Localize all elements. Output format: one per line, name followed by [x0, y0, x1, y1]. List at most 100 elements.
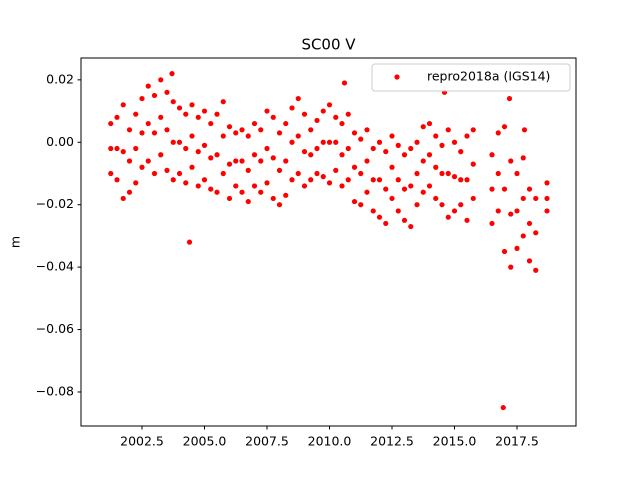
point — [495, 208, 501, 214]
point — [533, 267, 539, 273]
point — [320, 139, 326, 145]
point — [245, 167, 251, 173]
point — [295, 133, 301, 139]
point — [276, 130, 283, 136]
y-tick-label: 0.00 — [46, 134, 74, 149]
point — [208, 120, 214, 127]
point — [370, 145, 376, 152]
point — [270, 195, 276, 202]
point — [176, 139, 183, 145]
point — [501, 186, 508, 192]
point — [520, 233, 526, 239]
point — [339, 120, 345, 127]
point — [470, 127, 476, 133]
point — [314, 170, 320, 177]
point — [333, 167, 339, 173]
point — [245, 198, 251, 205]
point — [301, 183, 308, 189]
point — [345, 177, 351, 183]
point — [176, 105, 183, 111]
point — [120, 195, 126, 202]
point — [341, 80, 348, 86]
point — [351, 164, 358, 170]
point — [420, 124, 426, 130]
point — [233, 158, 239, 164]
point — [289, 139, 295, 145]
point — [345, 145, 351, 152]
point — [276, 167, 283, 173]
point — [389, 164, 395, 170]
point — [489, 152, 495, 158]
point — [326, 102, 333, 108]
point — [470, 161, 476, 167]
legend-marker — [394, 74, 400, 80]
point — [170, 139, 176, 145]
legend-box — [371, 63, 571, 92]
point — [489, 186, 495, 192]
point — [508, 158, 514, 164]
point — [158, 152, 164, 158]
point — [308, 177, 314, 183]
point — [226, 124, 233, 130]
point — [264, 145, 270, 152]
point — [151, 92, 158, 99]
point — [351, 130, 358, 136]
point — [383, 186, 389, 192]
point — [389, 133, 395, 139]
point — [251, 152, 258, 158]
point — [133, 111, 139, 117]
point — [133, 145, 139, 152]
point — [395, 142, 401, 148]
point — [120, 149, 126, 155]
point — [201, 142, 208, 148]
point — [214, 189, 220, 195]
point — [339, 183, 345, 189]
point — [169, 71, 175, 77]
point — [358, 170, 364, 177]
y-tick-label: −0.08 — [36, 383, 74, 398]
point — [164, 127, 170, 133]
point — [151, 130, 158, 136]
point — [408, 183, 414, 189]
x-tick-label: 2015.0 — [433, 434, 477, 449]
point — [433, 133, 439, 139]
point — [226, 195, 233, 202]
point — [151, 170, 158, 177]
point — [220, 133, 226, 139]
point — [358, 202, 364, 208]
point — [520, 155, 526, 161]
point — [439, 142, 445, 148]
point — [301, 111, 308, 117]
point — [264, 180, 270, 186]
point — [214, 152, 220, 158]
point — [383, 149, 389, 155]
point — [183, 180, 189, 186]
x-tick-label: 2017.5 — [495, 434, 539, 449]
point — [358, 136, 364, 142]
point — [133, 180, 139, 186]
point — [308, 127, 314, 133]
point — [308, 152, 314, 158]
point — [139, 164, 145, 170]
point — [376, 177, 383, 183]
point — [114, 145, 120, 152]
point — [520, 195, 526, 202]
point — [544, 208, 550, 214]
point — [283, 158, 289, 164]
point — [183, 145, 189, 152]
point — [320, 174, 326, 180]
x-tick-label: 2002.5 — [120, 434, 164, 449]
point — [501, 124, 508, 130]
point — [258, 127, 264, 133]
point — [251, 120, 258, 127]
point — [283, 192, 289, 198]
point — [514, 170, 520, 177]
point — [508, 211, 514, 217]
point — [108, 145, 114, 152]
point — [270, 155, 276, 161]
x-tick-label: 2005.0 — [183, 434, 227, 449]
point — [126, 189, 133, 195]
point — [195, 183, 201, 189]
point — [164, 89, 170, 95]
